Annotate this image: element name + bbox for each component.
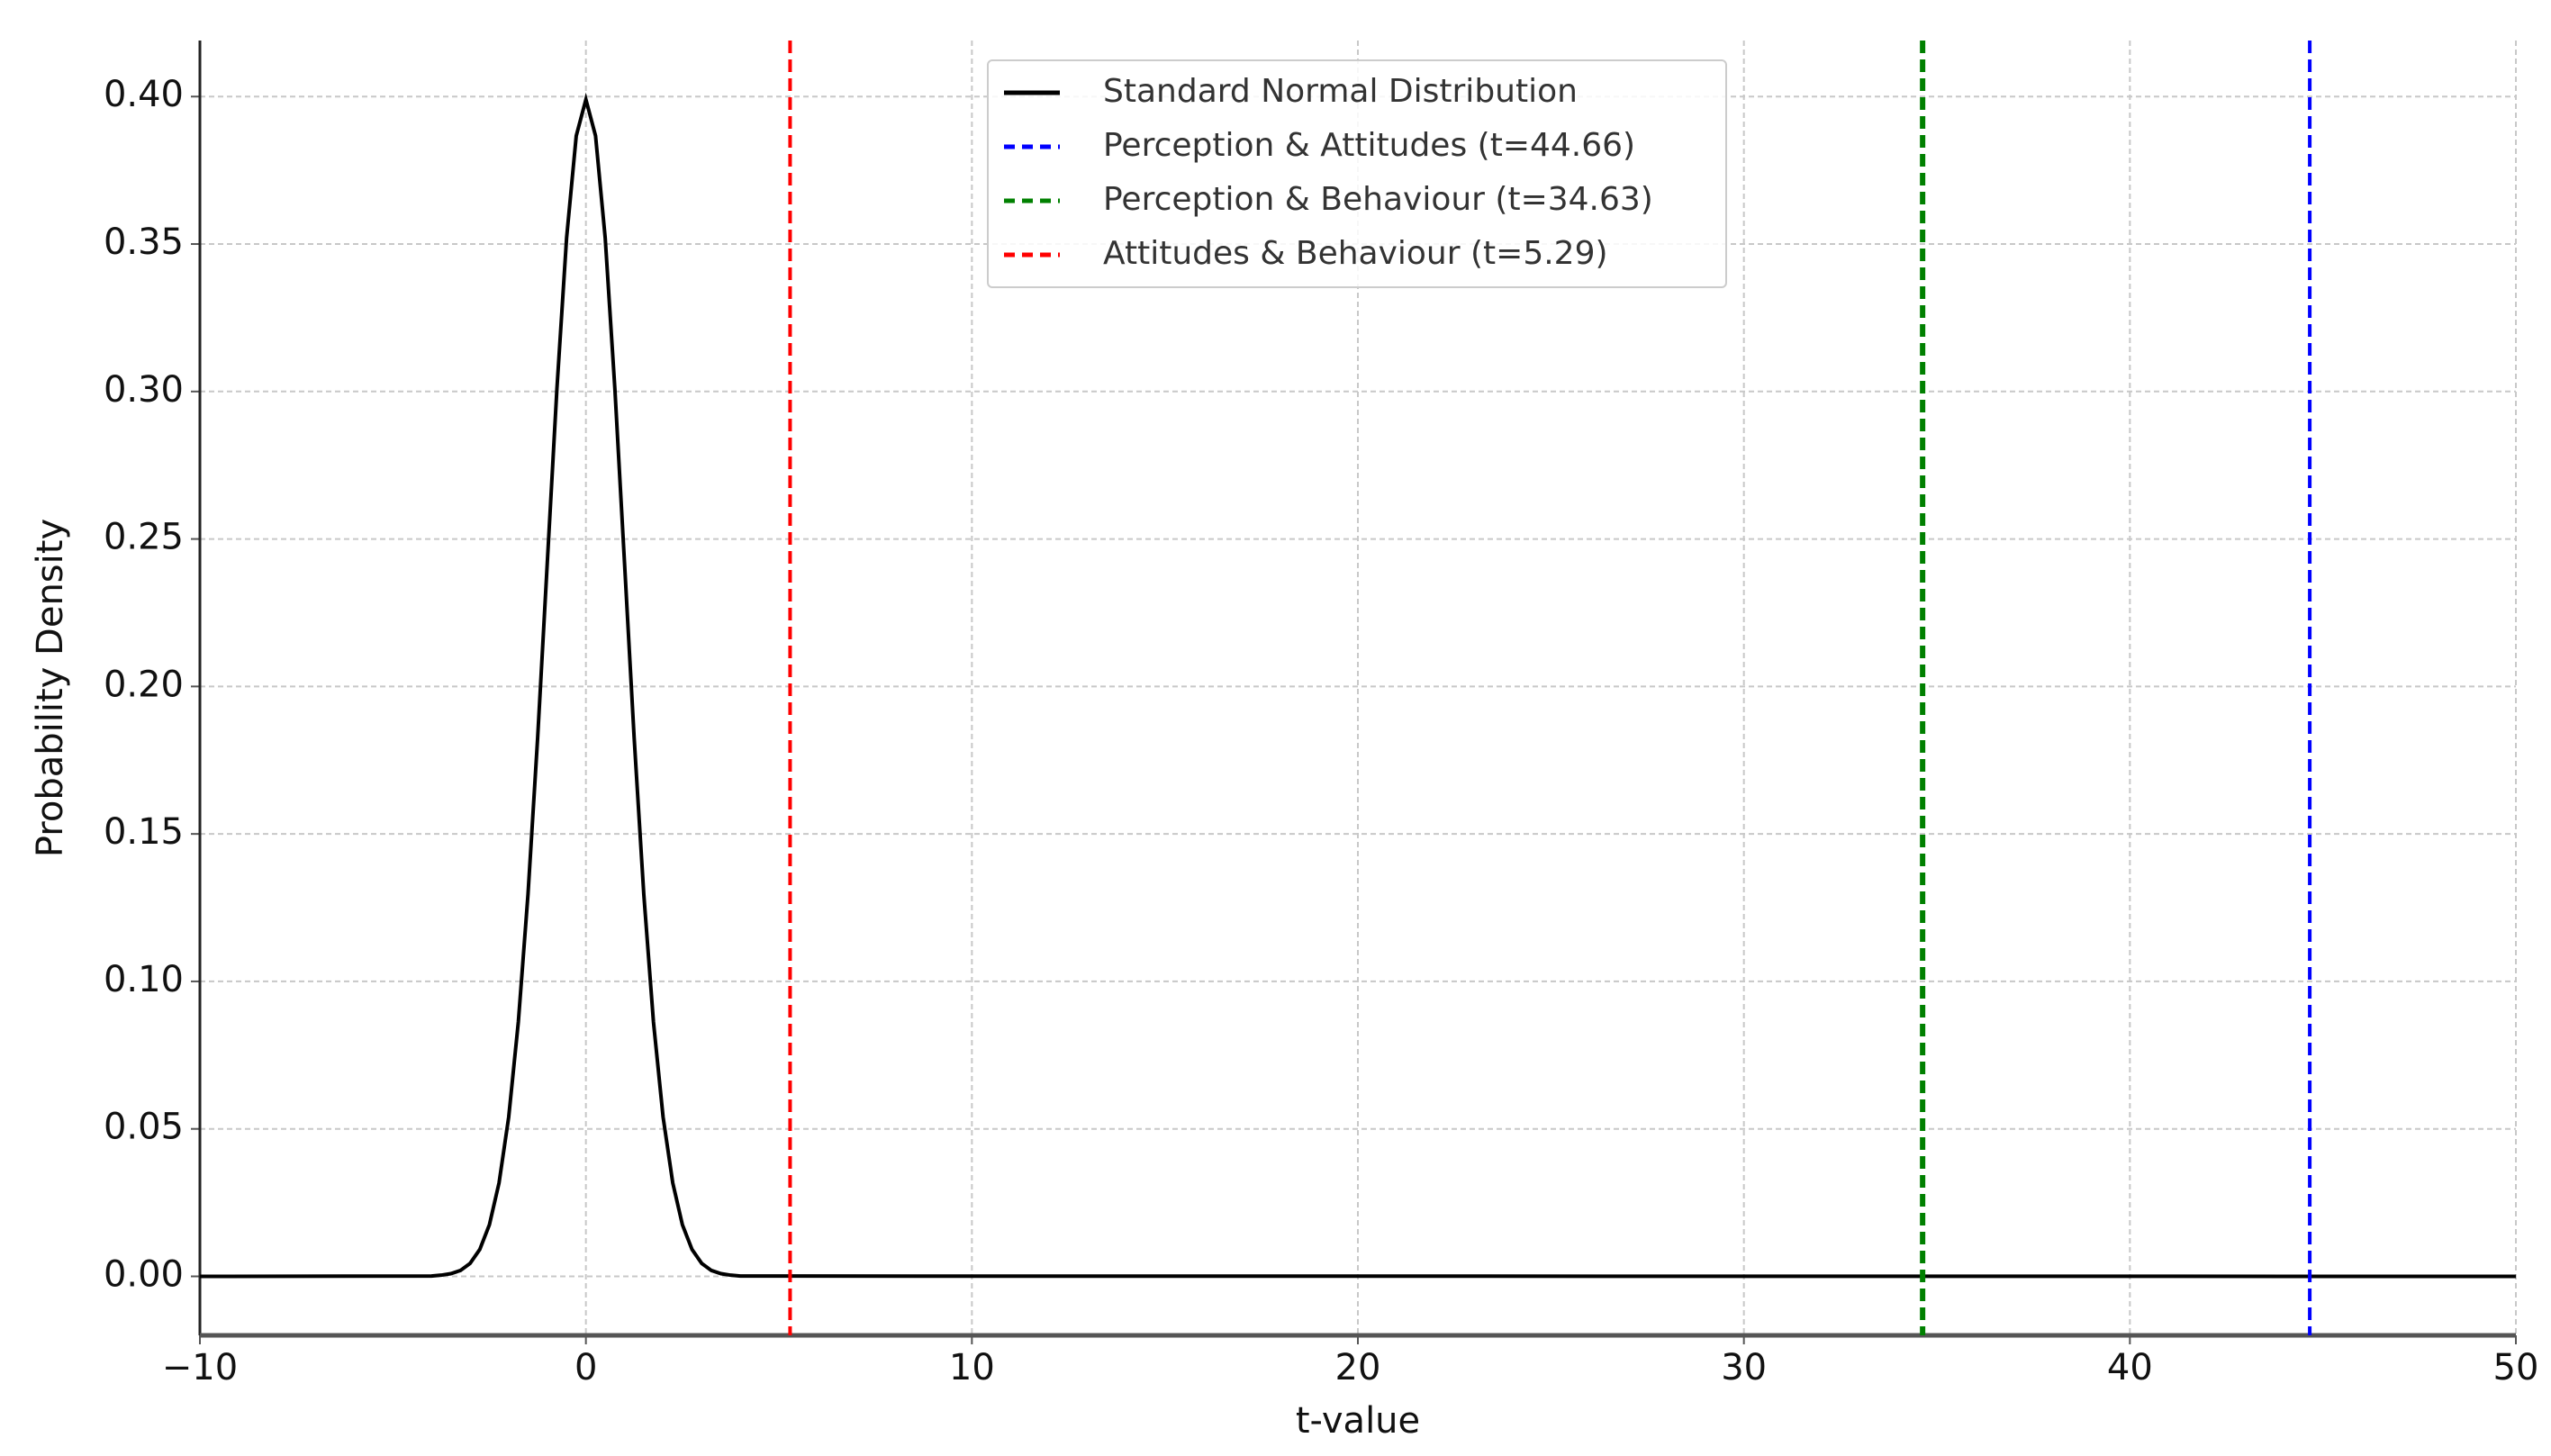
y-tick-label: 0.30	[104, 369, 184, 411]
y-axis-label: Probability Density	[30, 519, 71, 857]
legend-label: Perception & Behaviour (t=34.63)	[1103, 181, 1653, 218]
legend-label: Perception & Attitudes (t=44.66)	[1103, 127, 1635, 164]
x-tick-label: 40	[2107, 1347, 2153, 1388]
x-tick-label: −10	[162, 1347, 238, 1388]
y-tick-label: 0.20	[104, 664, 184, 705]
y-tick-label: 0.10	[104, 959, 184, 1000]
x-tick-label: 20	[1335, 1347, 1381, 1388]
y-tick-label: 0.25	[104, 517, 184, 558]
x-tick-label: 0	[574, 1347, 597, 1388]
y-tick-label: 0.05	[104, 1107, 184, 1148]
y-tick-label: 0.40	[104, 74, 184, 115]
x-tick-label: 10	[949, 1347, 995, 1388]
x-axis-label: t-value	[1296, 1400, 1420, 1442]
x-tick-label: 50	[2493, 1347, 2539, 1388]
x-tick-label: 30	[1721, 1347, 1767, 1388]
legend-label: Attitudes & Behaviour (t=5.29)	[1103, 235, 1608, 272]
legend-box	[987, 59, 1727, 288]
y-tick-label: 0.15	[104, 811, 184, 853]
legend-label: Standard Normal Distribution	[1103, 73, 1578, 110]
line	[199, 92, 2517, 1279]
y-tick-label: 0.00	[104, 1253, 184, 1295]
y-tick-label: 0.35	[104, 222, 184, 263]
legend: Standard Normal Distribution Perception &…	[987, 59, 1727, 288]
